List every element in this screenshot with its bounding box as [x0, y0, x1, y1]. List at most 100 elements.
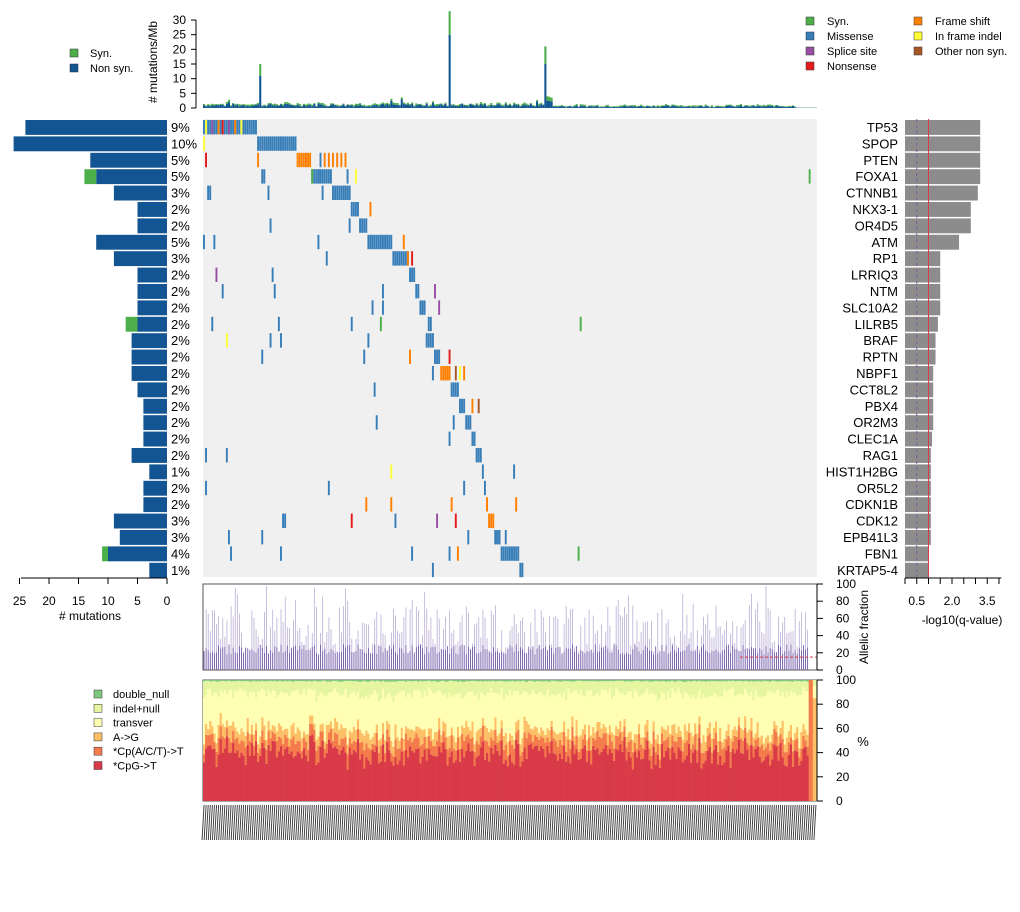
spectrum-bar-segment [369, 739, 372, 750]
gene-name-label: BRAF [863, 333, 898, 348]
spectrum-bar-segment [396, 680, 399, 682]
spectrum-bar-segment [756, 680, 760, 682]
sample-label-mark [241, 804, 245, 841]
spectrum-bar-segment [787, 696, 791, 732]
spectrum-bar-segment [579, 735, 583, 749]
tmb-nonsyn-bar [477, 106, 480, 108]
spectrum-bar-segment [567, 728, 570, 740]
sample-label-mark [463, 804, 467, 841]
spectrum-bar-segment [798, 748, 801, 758]
spectrum-bar-segment [473, 696, 476, 745]
gene-nonsyn-bar [137, 284, 167, 299]
spectrum-bar-segment [486, 727, 489, 742]
spectrum-bar-segment [444, 723, 447, 738]
spectrum-bar-segment [381, 722, 385, 735]
tmb-syn-bar [475, 103, 478, 105]
tmb-nonsyn-bar [598, 107, 601, 108]
spectrum-bar-segment [431, 755, 435, 801]
spectrum-bar-segment [794, 680, 797, 693]
spectrum-bar-segment [207, 688, 210, 730]
spectrum-bar-segment [767, 690, 770, 736]
spectrum-bar-segment [652, 694, 655, 722]
tmb-syn-bar [404, 103, 407, 105]
spectrum-bar-segment [221, 753, 225, 801]
oncoprint-cell [244, 120, 247, 135]
spectrum-bar-segment [594, 694, 597, 733]
spectrum-bar-segment [506, 680, 510, 682]
spectrum-bar-segment [675, 692, 678, 734]
spectrum-bar-segment [644, 749, 647, 801]
spectrum-bar-segment [411, 697, 414, 730]
spectrum-bar-segment [327, 680, 331, 682]
spectrum-bar-segment [760, 762, 764, 801]
oncoprint-cell [390, 464, 393, 479]
tmb-nonsyn-bar [660, 106, 663, 108]
spectrum-bar-segment [469, 730, 472, 739]
spectrum-bar-segment [232, 721, 235, 731]
tmb-nonsyn-bar [602, 107, 605, 108]
sample-label-mark [784, 804, 788, 841]
tmb-syn-bar [677, 105, 680, 107]
oncoprint-cell [325, 251, 328, 266]
gene-name-label: CDKN1B [845, 497, 898, 512]
spectrum-bar-segment [600, 681, 603, 690]
sample-label-mark [301, 804, 305, 841]
spectrum-bar-segment [685, 693, 689, 731]
tmb-nonsyn-bar [255, 104, 258, 108]
spectrum-bar-segment [325, 680, 329, 682]
tmb-nonsyn-bar [783, 106, 786, 108]
spectrum-bar-segment [471, 680, 474, 692]
tmb-nonsyn-bar [583, 106, 586, 108]
sample-label-mark [811, 804, 815, 841]
spectrum-bar-segment [288, 680, 291, 681]
spectrum-bar-segment [481, 681, 485, 694]
spectrum-bar-segment [506, 681, 510, 697]
gene-percent-label: 3% [171, 251, 190, 266]
spectrum-bar-segment [429, 740, 433, 755]
spectrum-bar-segment [690, 762, 693, 801]
tmb-syn-bar [554, 105, 557, 107]
sample-labels [201, 804, 817, 841]
tmb-nonsyn-bar [211, 104, 214, 108]
tmb-syn-bar [669, 105, 672, 107]
spectrum-bar-segment [731, 741, 735, 749]
spectrum-bar-segment [263, 740, 266, 748]
spectrum-bar-segment [365, 730, 368, 744]
tmb-nonsyn-bar [619, 106, 622, 108]
spectrum-bar-segment [346, 680, 349, 698]
qvalue-axis-label: -log10(q-value) [922, 613, 1003, 627]
spectrum-bar-segment [461, 725, 464, 734]
spectrum-bar-segment [348, 680, 352, 681]
tmb-nonsyn-bar [777, 106, 780, 108]
spectrum-bar-segment [255, 680, 258, 682]
spectrum-bar-segment [211, 749, 214, 801]
spectrum-bar-segment [702, 735, 705, 753]
spectrum-bar-segment [739, 728, 743, 739]
spectrum-bar-segment [311, 734, 314, 801]
spectrum-bar-segment [585, 740, 589, 751]
spectrum-bar-segment [702, 680, 705, 682]
tmb-nonsyn-bar [500, 105, 503, 108]
spectrum-bar-segment [396, 681, 399, 694]
spectrum-bar-segment [746, 743, 749, 750]
spectrum-bar-segment [369, 764, 372, 801]
gene-name-label: RPTN [863, 350, 898, 365]
spectrum-bar-segment [783, 697, 787, 745]
tmb-nonsyn-bar [498, 104, 501, 108]
gene-percent-label: 1% [171, 464, 190, 479]
tmb-syn-bar [744, 105, 747, 107]
spectrum-bar-segment [754, 680, 757, 682]
spectrum-bar-segment [762, 680, 766, 697]
allelic-fraction-tick-label: 20 [836, 646, 850, 660]
spectrum-bar-segment [452, 762, 456, 801]
spectrum-bar-segment [252, 691, 256, 735]
spectrum-bar-segment [267, 681, 270, 690]
tmb-syn-bar [650, 106, 653, 108]
spectrum-legend-swatch [93, 746, 103, 756]
spectrum-bar-segment [773, 680, 776, 695]
spectrum-bar-segment [798, 694, 801, 749]
gene-count-tick-label: 5 [134, 594, 141, 608]
oncoprint-cell [419, 300, 422, 315]
tmb-syn-bar [502, 104, 505, 107]
spectrum-bar-segment [332, 740, 335, 748]
